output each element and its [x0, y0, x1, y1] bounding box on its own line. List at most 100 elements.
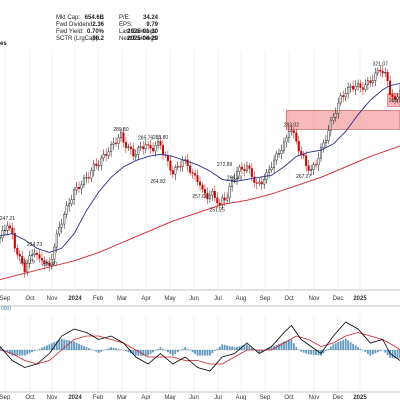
candle-body: [292, 130, 295, 134]
macd-histogram-bar: [110, 347, 113, 350]
candle-body: [186, 159, 189, 167]
candle-body: [391, 94, 394, 97]
pe-value: 34.24: [142, 15, 158, 21]
candle-body: [159, 141, 162, 146]
candle-body: [154, 144, 157, 152]
last-earnings-label: Last Earnings:: [119, 29, 158, 35]
candle-body: [250, 168, 253, 178]
macd-histogram-bar: [367, 350, 369, 354]
candle-body: [176, 166, 179, 168]
candle-body: [60, 223, 63, 228]
macd-line: [0, 321, 400, 372]
candle-body: [105, 154, 108, 156]
macd-histogram-bar: [181, 348, 184, 350]
price-x-tick-label: Apr: [141, 296, 150, 302]
candle-body: [371, 80, 374, 83]
candle-body: [211, 190, 214, 196]
candle-body: [359, 83, 362, 88]
candle-body: [268, 169, 271, 173]
macd-histogram-bar: [159, 347, 162, 350]
candle-body: [174, 166, 177, 175]
macd-histogram-bar: [236, 346, 238, 350]
pe-label: P/E:: [119, 15, 131, 21]
macd-histogram-bar: [191, 350, 194, 353]
candle-body: [228, 186, 231, 199]
macd-histogram-bar: [83, 346, 85, 350]
macd-histogram-bar: [278, 343, 280, 350]
candle-body: [290, 130, 293, 132]
candle-body: [8, 225, 11, 229]
macd-histogram-bar: [164, 350, 167, 351]
candle-body: [233, 178, 236, 181]
macd-histogram-bar: [349, 342, 352, 350]
candle-body: [142, 146, 145, 149]
macd-histogram-bar: [171, 350, 174, 356]
candle-body: [339, 95, 342, 104]
legend-fragment: es: [0, 41, 7, 47]
macd-histogram-bar: [283, 341, 285, 350]
sctr-value: 80.2: [92, 36, 104, 42]
candle-body: [354, 85, 357, 90]
candle-body: [260, 181, 263, 185]
macd-histogram-bar: [357, 347, 359, 350]
macd-histogram-bar: [117, 348, 120, 350]
macd-histogram-bar: [295, 347, 298, 350]
macd-histogram-bar: [310, 350, 313, 355]
macd-x-tick-label: Apr: [141, 395, 150, 400]
macd-histogram-bar: [132, 350, 135, 355]
candle-body: [147, 144, 150, 146]
candle-body: [310, 169, 313, 171]
fwd-yield-value: 0.70%: [86, 29, 104, 35]
price-x-tick-label: Jun: [189, 296, 199, 302]
candle-body: [381, 71, 384, 74]
macd-histogram-bar: [204, 350, 206, 356]
price-annotation-label: 251.25: [210, 207, 226, 213]
candle-body: [65, 205, 68, 215]
price-x-tick-label: Dec: [333, 296, 344, 302]
macd-histogram-bar: [362, 350, 364, 351]
candle-body: [40, 258, 43, 261]
candle-body: [297, 141, 300, 152]
macd-histogram-bar: [48, 344, 51, 350]
candle-body: [0, 237, 2, 239]
macd-histogram-bar: [354, 345, 357, 350]
macd-histogram-bar: [352, 343, 354, 350]
price-annotation-label: 225.40: [42, 261, 58, 267]
candle-body: [92, 163, 95, 172]
candle-body: [13, 233, 16, 249]
signal-line: [0, 332, 400, 365]
macd-x-tick-label: Nov: [309, 395, 320, 400]
candle-body: [33, 252, 36, 256]
candle-body: [181, 160, 184, 167]
candle-body: [285, 137, 288, 143]
macd-histogram-bar: [297, 349, 300, 350]
candle-body: [236, 171, 239, 180]
macd-histogram-bar: [65, 339, 68, 350]
candle-body: [349, 85, 352, 88]
candle-body: [396, 96, 399, 100]
macd-x-tick-label: Feb: [93, 395, 104, 400]
macd-histogram-bar: [80, 344, 83, 350]
candle-body: [110, 144, 113, 153]
candle-body: [305, 155, 308, 166]
macd-histogram-bar: [260, 350, 263, 352]
candle-body: [112, 142, 115, 145]
macd-histogram-bar: [4, 350, 6, 351]
macd-histogram-bar: [97, 350, 100, 353]
candle-body: [191, 172, 194, 174]
candle-body: [21, 255, 24, 263]
macd-histogram-bar: [18, 350, 21, 356]
candle-body: [43, 260, 46, 265]
macd-histogram-bar: [226, 345, 229, 350]
macd-histogram-bar: [221, 344, 224, 350]
candle-body: [216, 197, 219, 204]
candle-body: [100, 157, 103, 166]
candle-body: [379, 69, 382, 72]
macd-histogram-bar: [102, 350, 105, 351]
macd-histogram-bar: [157, 348, 159, 350]
macd-histogram-bar: [329, 346, 332, 350]
candle-body: [55, 233, 58, 248]
macd-histogram-bar: [317, 350, 320, 356]
candle-body: [255, 182, 258, 184]
